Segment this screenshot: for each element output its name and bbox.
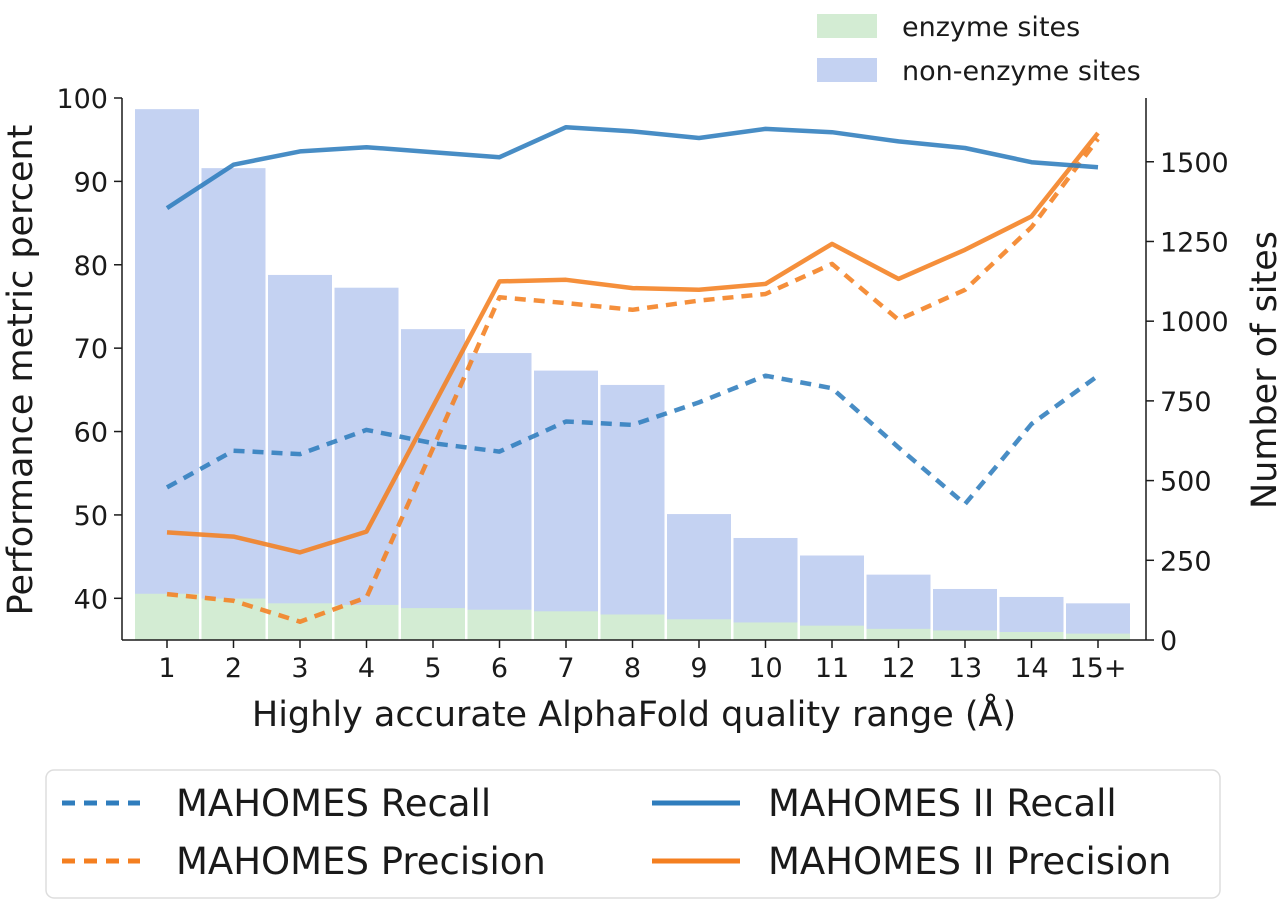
- legend-label-non-enzyme: non-enzyme sites: [902, 56, 1141, 87]
- x-tick-label-7: 7: [557, 653, 574, 684]
- bar-enzyme-sites-4: [334, 604, 399, 640]
- bar-non-enzyme-sites-5: [401, 329, 465, 640]
- bar-enzyme-sites-11: [800, 625, 864, 640]
- line-mahomes-recall: [165, 373, 1100, 507]
- bar-enzyme-sites-6: [467, 609, 532, 640]
- legend-box: [45, 769, 1221, 899]
- legend-label-enzyme: enzyme sites: [902, 12, 1080, 43]
- bar-enzyme-sites-2: [201, 598, 266, 640]
- bar-non-enzyme-sites-3: [268, 274, 332, 640]
- x-axis-title: Highly accurate AlphaFold quality range …: [252, 692, 1016, 735]
- bar-enzyme-sites-15: [1066, 633, 1130, 640]
- legend-label-mahomes-recall: MAHOMES Recall: [176, 782, 491, 825]
- legend-swatch-enzyme: [817, 14, 877, 38]
- legend-label-mahomes-ii-precision: MAHOMES II Precision: [768, 840, 1171, 883]
- x-tick-label-14: 14: [1014, 653, 1048, 684]
- left-tick-label-70: 70: [74, 334, 108, 365]
- left-tick-label-40: 40: [74, 584, 108, 615]
- lines-layer: [165, 124, 1100, 624]
- x-tick-label-4: 4: [358, 653, 375, 684]
- right-tick-label-250: 250: [1160, 546, 1212, 577]
- x-tick-label-6: 6: [491, 653, 508, 684]
- x-tick-label-15: 15+: [1070, 653, 1127, 684]
- bar-enzyme-sites-14: [999, 632, 1064, 640]
- right-y-axis-title: Number of sites: [1245, 231, 1280, 509]
- bar-enzyme-sites-8: [600, 614, 665, 640]
- bar-non-enzyme-sites-9: [667, 514, 731, 640]
- bar-non-enzyme-sites-1: [135, 109, 199, 641]
- legend-swatch-non-enzyme: [817, 58, 877, 82]
- bar-enzyme-sites-12: [866, 628, 931, 640]
- x-tick-label-3: 3: [291, 653, 308, 684]
- x-tick-label-10: 10: [748, 653, 782, 684]
- bar-enzyme-sites-5: [401, 608, 465, 640]
- bar-enzyme-sites-13: [933, 630, 997, 640]
- bar-non-enzyme-sites-4: [334, 287, 399, 640]
- line-mahomes-ii-precision: [166, 131, 1100, 555]
- left-tick-label-100: 100: [56, 84, 108, 115]
- bar-enzyme-sites-10: [733, 622, 798, 640]
- legend-bars: enzyme sites non-enzyme sites: [817, 12, 1141, 87]
- bars-layer: [135, 109, 1130, 641]
- x-tick-label-5: 5: [424, 653, 441, 684]
- line-mahomes-ii-recall: [165, 124, 1099, 210]
- bar-non-enzyme-sites-6: [467, 353, 532, 640]
- bar-non-enzyme-sites-2: [201, 168, 266, 640]
- x-tick-label-9: 9: [690, 653, 707, 684]
- left-y-ticks: 40 50 60 70 80 90 100: [56, 84, 122, 615]
- bar-non-enzyme-sites-8: [600, 384, 665, 640]
- bar-enzyme-sites-7: [534, 611, 598, 640]
- right-tick-label-1500: 1500: [1160, 148, 1229, 179]
- left-tick-label-80: 80: [74, 251, 108, 282]
- legend-label-mahomes-ii-recall: MAHOMES II Recall: [768, 782, 1117, 825]
- right-tick-label-0: 0: [1160, 626, 1177, 657]
- right-tick-label-1000: 1000: [1160, 307, 1229, 338]
- legend-label-mahomes-precision: MAHOMES Precision: [176, 840, 546, 883]
- bar-enzyme-sites-1: [135, 593, 199, 640]
- left-tick-label-50: 50: [74, 501, 108, 532]
- right-y-ticks: 0 250 500 750 1000 1250 1500: [1146, 148, 1229, 657]
- line-mahomes-precision: [166, 137, 1100, 624]
- left-y-axis-title: Performance metric percent: [1, 125, 41, 616]
- legend-lines: MAHOMES Recall MAHOMES Precision MAHOMES…: [45, 769, 1221, 899]
- x-tick-label-11: 11: [815, 653, 849, 684]
- left-tick-label-60: 60: [74, 418, 108, 449]
- right-tick-label-1250: 1250: [1160, 227, 1229, 258]
- x-tick-label-8: 8: [624, 653, 641, 684]
- x-tick-label-1: 1: [158, 653, 175, 684]
- x-tick-label-13: 13: [948, 653, 982, 684]
- bar-non-enzyme-sites-7: [534, 370, 598, 640]
- x-tick-label-2: 2: [225, 653, 242, 684]
- x-tick-label-12: 12: [881, 653, 915, 684]
- bar-enzyme-sites-9: [667, 619, 731, 640]
- x-ticks: 1 2 3 4 5 6 7 8 9 10 11 12 13 14 15+: [158, 640, 1126, 684]
- right-tick-label-500: 500: [1160, 467, 1212, 498]
- left-tick-label-90: 90: [74, 167, 108, 198]
- right-tick-label-750: 750: [1160, 387, 1212, 418]
